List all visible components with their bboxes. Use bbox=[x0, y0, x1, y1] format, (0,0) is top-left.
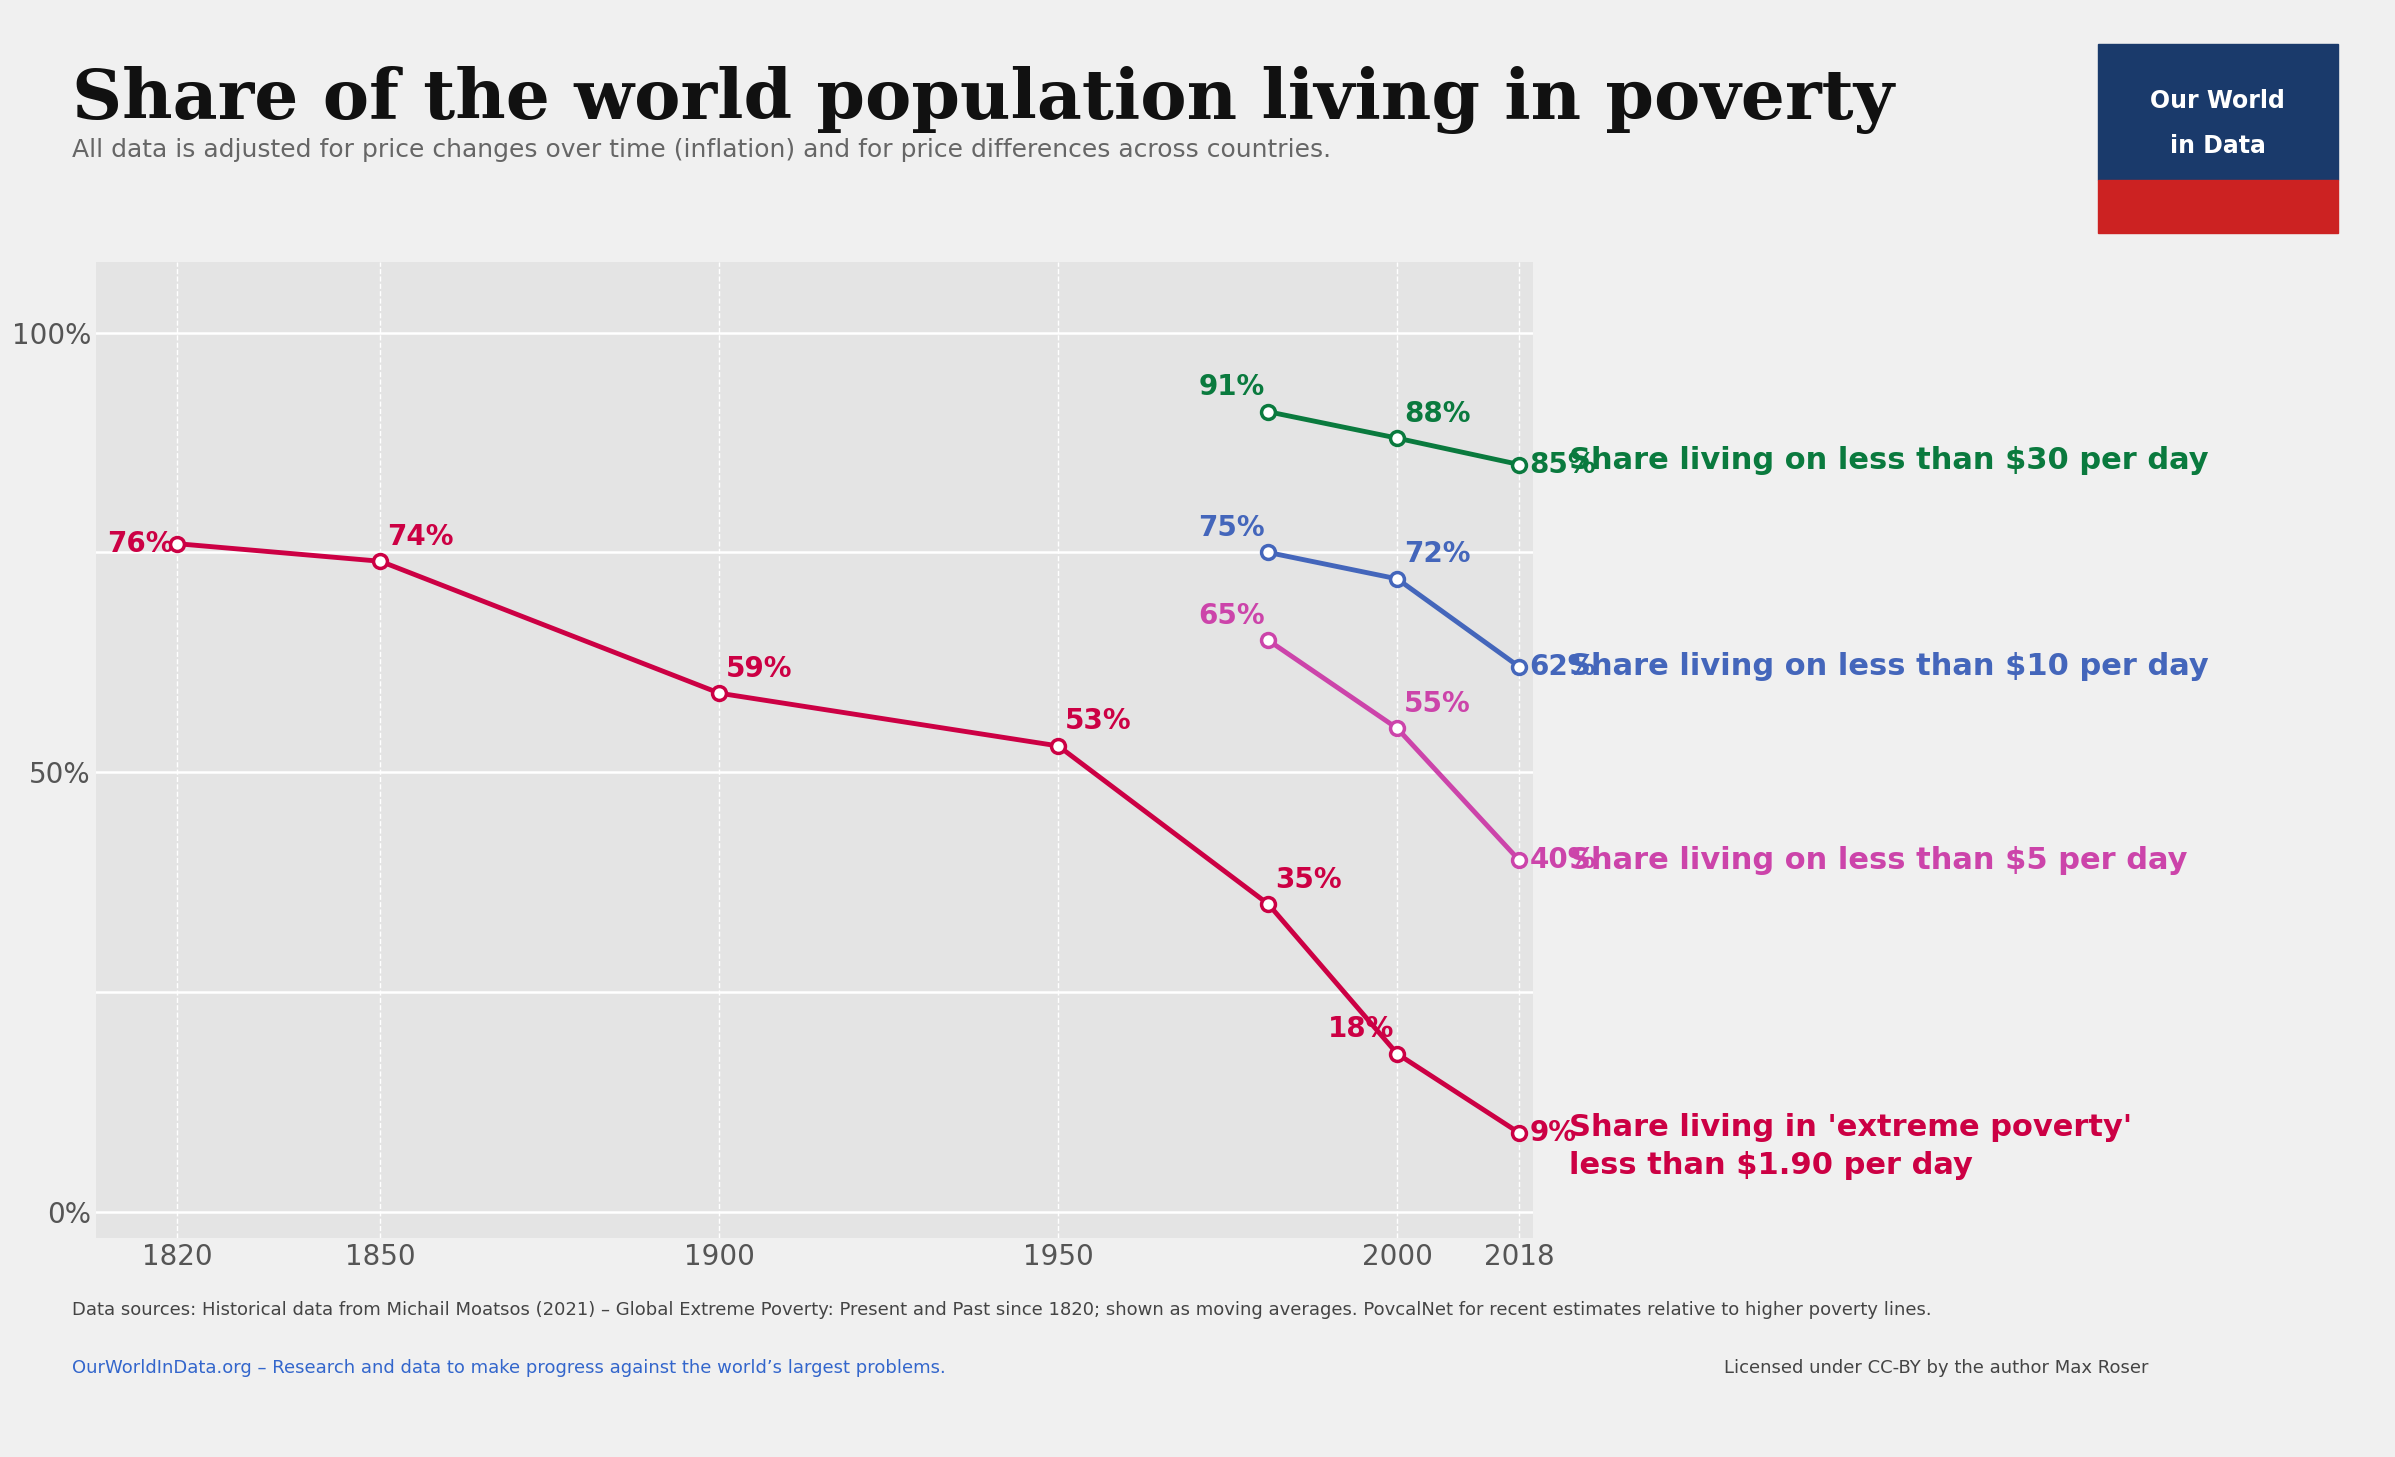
Text: 18%: 18% bbox=[1327, 1016, 1394, 1043]
Text: Share living on less than $30 per day: Share living on less than $30 per day bbox=[1569, 446, 2208, 475]
Bar bbox=[2098, 44, 2338, 181]
Text: 35%: 35% bbox=[1274, 865, 1341, 893]
Text: 40%: 40% bbox=[1530, 847, 1595, 874]
Text: 76%: 76% bbox=[108, 530, 175, 558]
Text: Share living in 'extreme poverty'
less than $1.90 per day: Share living in 'extreme poverty' less t… bbox=[1569, 1113, 2132, 1180]
Text: 62%: 62% bbox=[1530, 653, 1595, 680]
Text: 85%: 85% bbox=[1530, 450, 1595, 478]
Text: Share living on less than $10 per day: Share living on less than $10 per day bbox=[1569, 653, 2208, 682]
Text: 53%: 53% bbox=[1066, 708, 1133, 736]
Text: Our World: Our World bbox=[2151, 89, 2285, 112]
Text: 91%: 91% bbox=[1200, 373, 1265, 401]
Text: Share of the world population living in poverty: Share of the world population living in … bbox=[72, 66, 1894, 134]
Text: 74%: 74% bbox=[388, 523, 453, 551]
Text: 88%: 88% bbox=[1403, 399, 1471, 427]
Text: 75%: 75% bbox=[1198, 514, 1265, 542]
Text: 59%: 59% bbox=[726, 654, 793, 683]
Text: Licensed under CC-BY by the author Max Roser: Licensed under CC-BY by the author Max R… bbox=[1724, 1359, 2148, 1377]
Text: 72%: 72% bbox=[1403, 541, 1471, 568]
Text: 9%: 9% bbox=[1530, 1119, 1576, 1147]
Text: 65%: 65% bbox=[1198, 602, 1265, 629]
Text: in Data: in Data bbox=[2170, 134, 2266, 157]
Text: 55%: 55% bbox=[1403, 689, 1471, 718]
Bar bbox=[2098, 181, 2338, 233]
Text: All data is adjusted for price changes over time (inflation) and for price diffe: All data is adjusted for price changes o… bbox=[72, 138, 1332, 162]
Text: Data sources: Historical data from Michail Moatsos (2021) – Global Extreme Pover: Data sources: Historical data from Micha… bbox=[72, 1301, 1930, 1319]
Text: OurWorldInData.org – Research and data to make progress against the world’s larg: OurWorldInData.org – Research and data t… bbox=[72, 1359, 946, 1377]
Text: Share living on less than $5 per day: Share living on less than $5 per day bbox=[1569, 845, 2187, 874]
